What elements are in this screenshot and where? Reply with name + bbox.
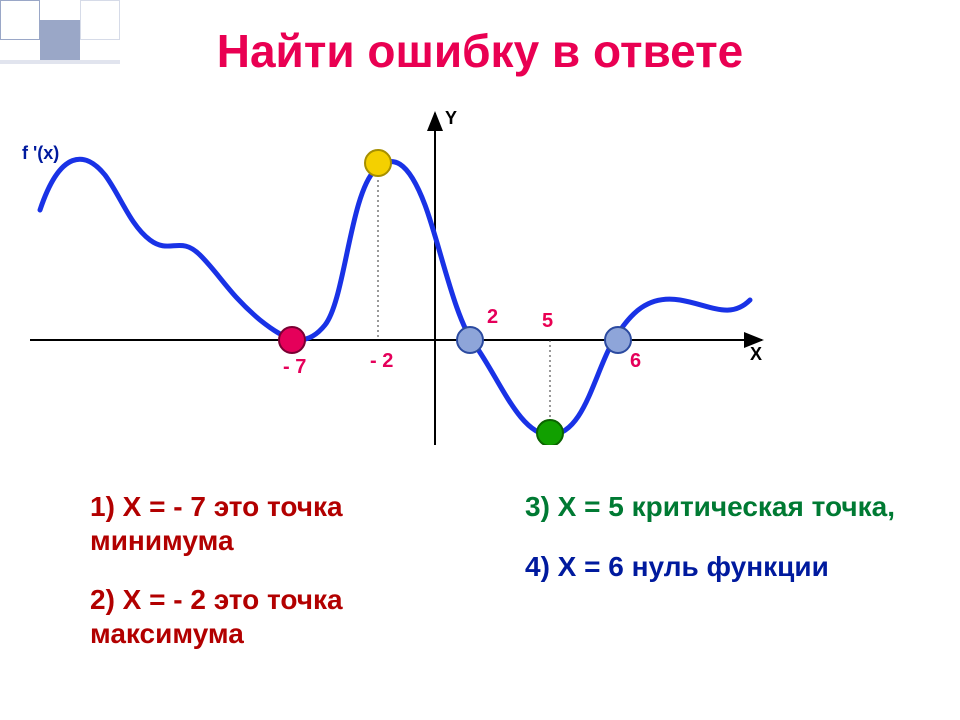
slide-title: Найти ошибку в ответе (0, 24, 960, 78)
answer-4: 4) X = 6 нуль функции (525, 550, 900, 584)
svg-text:X: X (750, 344, 762, 364)
fx-label: f '(x) (22, 143, 59, 164)
svg-text:6: 6 (630, 350, 641, 372)
answer-1: 1) X = - 7 это точка минимума (90, 490, 465, 557)
answer-3: 3) X = 5 критическая точка, (525, 490, 900, 524)
chart-area: XY- 7- 2256 f '(x) (30, 105, 770, 445)
svg-text:2: 2 (487, 306, 498, 328)
svg-text:- 7: - 7 (283, 356, 306, 378)
answers-col-right: 3) X = 5 критическая точка, 4) X = 6 нул… (525, 490, 900, 676)
svg-text:5: 5 (542, 310, 553, 332)
answers-block: 1) X = - 7 это точка минимума 2) X = - 2… (90, 490, 900, 676)
svg-text:- 2: - 2 (370, 350, 393, 372)
svg-text:Y: Y (445, 108, 457, 128)
answer-2: 2) X = - 2 это точка максимума (90, 583, 465, 650)
answers-col-left: 1) X = - 7 это точка минимума 2) X = - 2… (90, 490, 465, 676)
chart-svg: X Y - 7 - 2 2 5 6 (30, 105, 770, 445)
